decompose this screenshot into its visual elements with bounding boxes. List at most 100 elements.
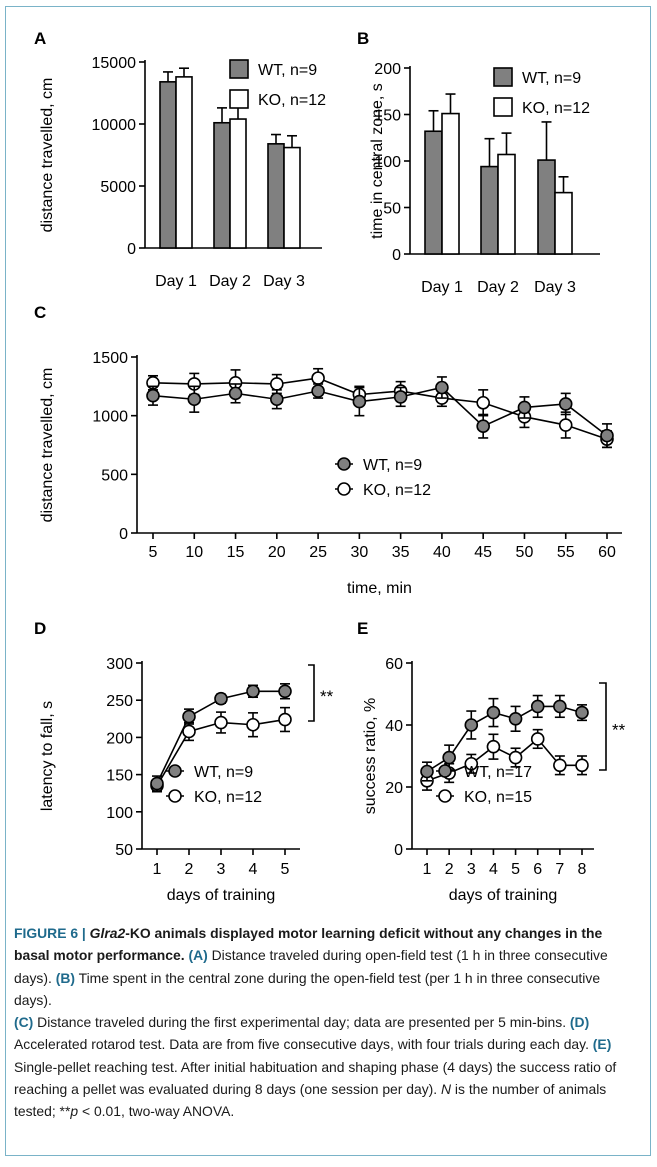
panel-c-point — [435, 380, 449, 395]
panel-b-x-tick-label: Day 3 — [534, 279, 576, 296]
panel-a-x-tick-label: Day 1 — [155, 273, 197, 290]
panel-c-x-tick-label: 30 — [350, 544, 368, 561]
panel-d-y-tick-label: 250 — [106, 693, 133, 710]
panel-b-y-tick-label: 50 — [383, 201, 401, 218]
panel-d-legend-marker — [168, 789, 182, 803]
panel-d-point — [246, 717, 260, 732]
panel-c-x-tick-label: 20 — [268, 544, 286, 561]
panel-e-point — [464, 756, 479, 771]
panel-c-point — [600, 428, 614, 443]
panel-a-bar — [213, 121, 231, 249]
panel-c-legend-label: KO, n=12 — [363, 482, 431, 499]
panel-label-a: A — [34, 29, 46, 48]
panel-a-legend-swatch — [229, 59, 249, 79]
panel-d-x-tick-label: 5 — [281, 861, 290, 878]
panel-b-y-tick-label: 200 — [374, 61, 401, 78]
panel-e-point — [553, 699, 567, 714]
panel-e-point — [575, 705, 589, 720]
panel-e-point — [420, 764, 434, 779]
panel-c-x-tick-label: 35 — [392, 544, 410, 561]
panel-e-point — [508, 711, 523, 726]
panel-c-point — [270, 392, 284, 407]
panel-b-bar — [441, 112, 460, 255]
panel-a-legend-label: WT, n=9 — [258, 62, 317, 79]
panel-e-point — [486, 705, 501, 720]
panel-e-x-tick-label: 7 — [555, 861, 564, 878]
caption-n-italic: N — [441, 1081, 452, 1098]
panel-e-x-axis-title: days of training — [449, 887, 558, 904]
panel-d-y-tick-label: 200 — [106, 730, 133, 747]
panel-e-y-axis-title: success ratio, % — [362, 698, 379, 814]
chart-panel-d: 50 100 150 200 250 300 latency to fall, s 1 2 3 4 5… — [39, 656, 334, 904]
panel-d-point — [214, 715, 228, 730]
caption-label: FIGURE 6 | — [14, 925, 86, 941]
panel-a-y-tick-label: 15000 — [92, 55, 137, 72]
panel-e-x-tick-label: 1 — [423, 861, 432, 878]
panel-d-x-tick-label: 3 — [217, 861, 226, 878]
panel-c-point — [311, 371, 325, 385]
panel-b-legend-swatch — [493, 67, 513, 87]
panel-c-point — [393, 390, 408, 404]
panel-d-y-tick-label: 150 — [106, 768, 133, 785]
panel-c-point — [228, 386, 243, 401]
panel-c-point — [558, 418, 573, 432]
panel-e-point — [530, 732, 545, 746]
panel-b-y-tick-label: 100 — [374, 154, 401, 171]
panel-e-x-tick-label: 8 — [578, 861, 587, 878]
panel-d-legend-label: WT, n=9 — [194, 764, 253, 781]
caption-e-text: Single-pellet reaching test. After initi… — [14, 1058, 617, 1098]
panel-d-x-tick-label: 4 — [249, 861, 258, 878]
panel-e-x-tick-label: 2 — [445, 861, 454, 878]
panel-b-bar — [424, 130, 443, 255]
panel-a-bar — [159, 81, 177, 249]
panel-b-legend-swatch — [493, 97, 513, 117]
panel-a-x-tick-label: Day 2 — [209, 273, 251, 290]
panel-e-point — [508, 750, 523, 765]
panel-c-x-tick-label: 40 — [433, 544, 451, 561]
panel-d-y-axis-title: latency to fall, s — [39, 701, 56, 811]
panel-e-significance-bracket — [599, 682, 607, 771]
panel-e-legend-label: KO, n=15 — [464, 789, 532, 806]
panel-c-legend-marker — [337, 457, 351, 471]
panel-e-point — [530, 699, 545, 714]
panel-c-point — [187, 392, 202, 407]
panel-e-legend-marker — [438, 789, 452, 803]
panel-label-c: C — [34, 303, 46, 322]
chart-panel-c: 0 500 1000 1500 distance travelled, cm 5 10 15 2… — [39, 350, 622, 597]
panel-c-y-tick-label: 1000 — [92, 409, 128, 426]
panel-a-bar — [267, 143, 285, 249]
caption-b-text: Time spent in the central zone during th… — [14, 969, 601, 1008]
panel-e-significance-label: ** — [612, 721, 626, 740]
panel-b-legend-label: KO, n=12 — [522, 100, 590, 117]
caption-d-label: (D) — [569, 1014, 590, 1031]
panel-d-y-tick-label: 50 — [115, 842, 133, 859]
panel-c-point — [476, 395, 490, 410]
panel-c-point — [311, 384, 325, 398]
caption-c-label: (C) — [14, 1014, 34, 1031]
panel-e-y-tick-label: 0 — [394, 842, 403, 859]
chart-panel-e: 0 20 40 60 success ratio, % 1 2 3 4 5 6 7 8 days of t… — [362, 656, 626, 904]
caption-a-text: Distance traveled during open-field test… — [14, 947, 608, 986]
panel-d-significance-label: ** — [320, 687, 334, 706]
panel-c-x-axis-title: time, min — [347, 580, 412, 597]
panel-a-y-axis-title: distance travelled, cm — [39, 78, 56, 233]
panel-a-bar — [229, 118, 247, 249]
panel-e-x-tick-label: 6 — [533, 861, 542, 878]
panel-c-point — [352, 394, 367, 409]
panel-d-y-tick-label: 300 — [106, 656, 133, 673]
panel-e-y-tick-label: 20 — [385, 780, 403, 797]
panel-c-legend-marker — [337, 482, 351, 496]
panel-a-y-tick-label: 0 — [127, 241, 136, 258]
caption-n-text: is the number of animals tested; ** — [14, 1081, 607, 1120]
panel-a-y-tick-label: 5000 — [100, 179, 136, 196]
panel-label-b: B — [357, 29, 369, 48]
panel-d-point — [182, 724, 196, 739]
panel-c-x-tick-label: 15 — [227, 544, 245, 561]
panel-d-point — [278, 684, 292, 699]
panel-a-y-tick-label: 10000 — [92, 117, 137, 134]
panel-d-significance-bracket — [308, 664, 315, 722]
panel-d-x-tick-label: 2 — [185, 861, 194, 878]
caption-d-text: Accelerated rotarod test. Data are from … — [14, 1036, 589, 1053]
panel-b-x-tick-label: Day 2 — [477, 279, 519, 296]
